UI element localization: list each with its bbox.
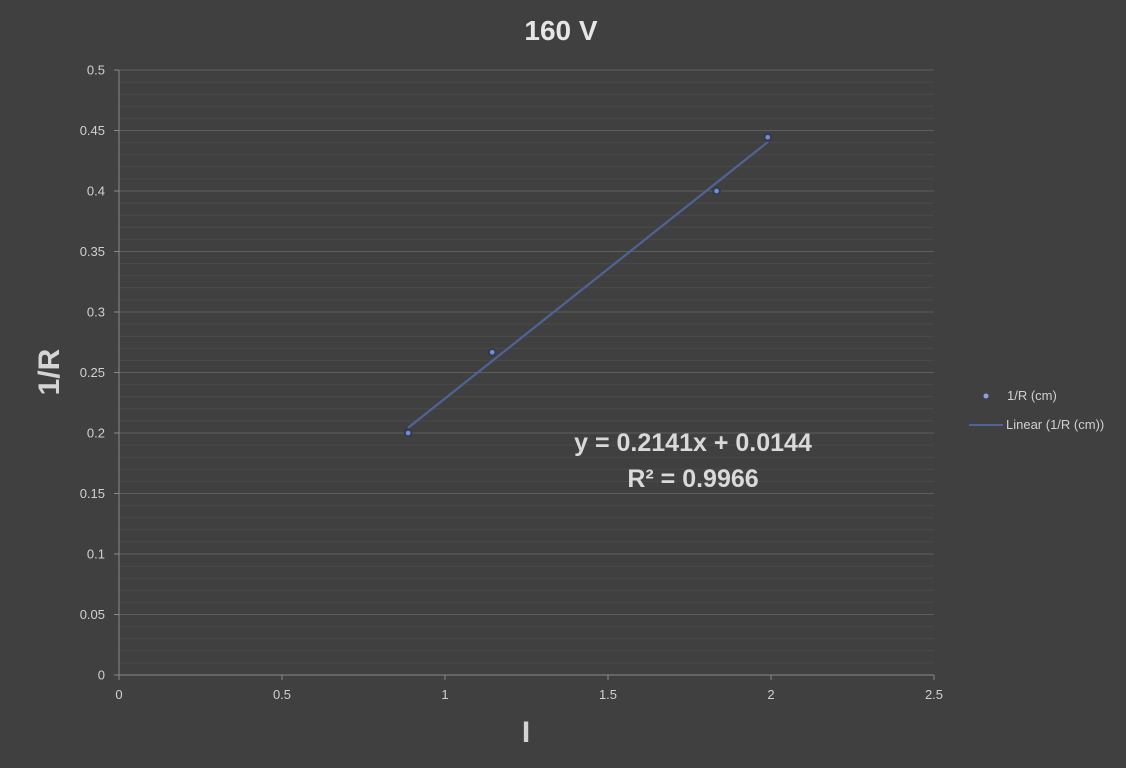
trendline-r-squared: R² = 0.9966 xyxy=(627,465,758,493)
legend-marker-series xyxy=(983,393,989,399)
trendline-equation: y = 0.2141x + 0.0144 xyxy=(574,429,812,457)
data-point xyxy=(489,349,495,355)
y-tick-label: 0 xyxy=(98,668,105,683)
x-tick-labels: 0 0.5 1 1.5 2 2.5 xyxy=(115,675,943,702)
x-tick-label: 1.5 xyxy=(599,687,617,702)
x-tick-label: 1 xyxy=(441,687,448,702)
y-tick-label: 0.3 xyxy=(87,305,105,320)
gridlines xyxy=(119,69,934,664)
y-tick-label: 0.2 xyxy=(87,426,105,441)
y-tick-label: 0.4 xyxy=(87,184,105,199)
x-tick-label: 2 xyxy=(767,687,774,702)
y-tick-label: 0.35 xyxy=(80,244,105,259)
y-tick-label: 0.25 xyxy=(80,365,105,380)
trendline-group xyxy=(407,141,769,429)
y-axis-title: 1/R xyxy=(33,348,66,395)
y-tick-labels: 0 0.05 0.1 0.15 0.2 0.25 0.3 0.35 0.4 0.45 0.5 xyxy=(80,63,119,683)
trendline xyxy=(407,141,769,429)
y-tick-label: 0.15 xyxy=(80,486,105,501)
x-tick-label: 0.5 xyxy=(273,687,291,702)
y-tick-label: 0.1 xyxy=(87,547,105,562)
data-point xyxy=(405,430,411,436)
x-tick-label: 0 xyxy=(115,687,122,702)
y-tick-label: 0.45 xyxy=(80,123,105,138)
y-tick-label: 0.05 xyxy=(80,607,105,622)
x-axis-title: I xyxy=(522,716,530,749)
y-tick-label: 0.5 xyxy=(87,63,105,78)
chart-title: 160 V xyxy=(524,15,597,46)
data-point xyxy=(714,188,719,194)
x-tick-label: 2.5 xyxy=(925,687,943,702)
data-point xyxy=(765,134,771,140)
legend: 1/R (cm) Linear (1/R (cm)) xyxy=(969,388,1104,432)
data-points xyxy=(403,132,773,438)
legend-label-series: 1/R (cm) xyxy=(1007,388,1057,403)
legend-label-trendline: Linear (1/R (cm)) xyxy=(1006,417,1104,432)
